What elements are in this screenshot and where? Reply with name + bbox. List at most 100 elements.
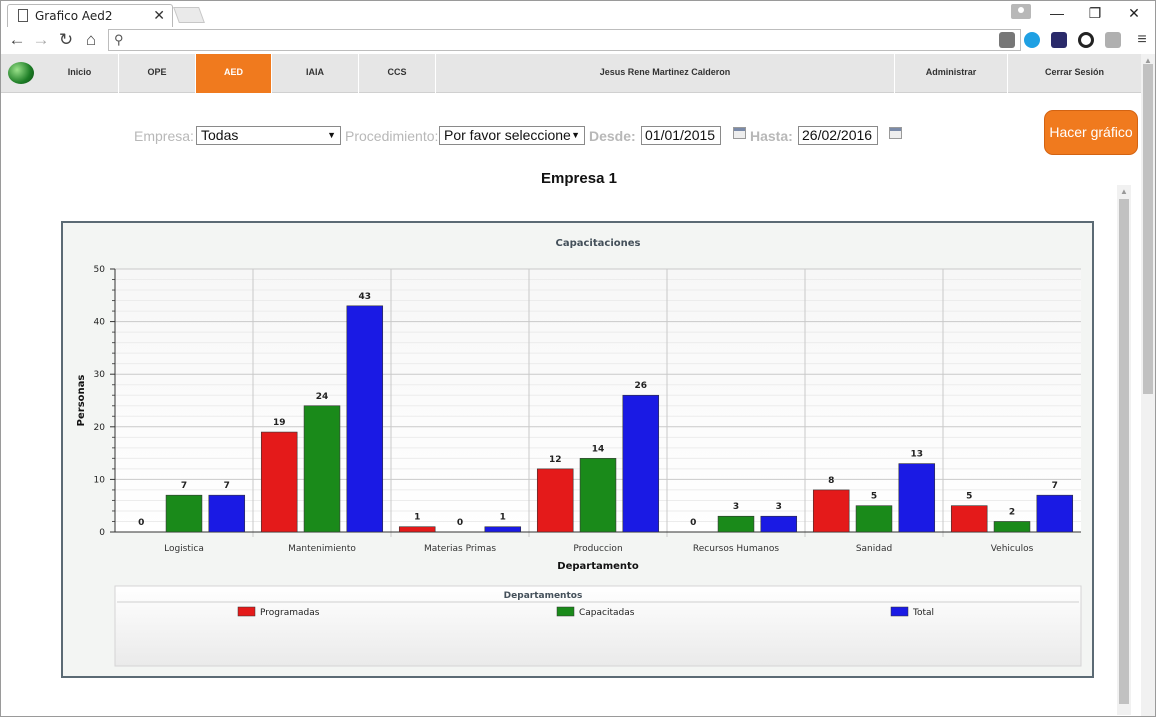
restore-button[interactable]: ❐ xyxy=(1088,5,1102,21)
data-label: 7 xyxy=(1052,481,1058,491)
y-tick-label: 0 xyxy=(99,528,105,538)
legend-swatch xyxy=(890,606,909,617)
bar-total xyxy=(898,463,936,533)
legend-swatch xyxy=(556,606,575,617)
nav-item-ope[interactable]: OPE xyxy=(119,54,196,93)
procedimiento-value: Por favor seleccione xyxy=(444,127,571,143)
data-label: 5 xyxy=(871,492,877,502)
data-label: 5 xyxy=(966,492,972,502)
chevron-down-icon: ▼ xyxy=(571,130,580,140)
company-title: Empresa 1 xyxy=(541,170,617,187)
sync-icon[interactable] xyxy=(1078,32,1094,48)
search-icon: ⚲ xyxy=(114,32,124,47)
x-axis-title: Departamento xyxy=(557,561,639,572)
chart-title: Capacitaciones xyxy=(556,238,641,249)
y-tick-label: 20 xyxy=(94,423,106,433)
home-button[interactable]: ⌂ xyxy=(85,30,97,49)
bar-total xyxy=(484,526,522,533)
menu-icon[interactable]: ≡ xyxy=(1137,31,1147,48)
bar-capacitadas xyxy=(993,521,1031,533)
legend-label: Programadas xyxy=(260,608,320,618)
bar-total xyxy=(760,515,798,533)
bar-capacitadas xyxy=(579,458,617,533)
x-tick-label: Logistica xyxy=(164,544,204,554)
hacer-grafico-button[interactable]: Hacer gráfico xyxy=(1044,110,1138,155)
data-label: 13 xyxy=(911,450,924,460)
browser-tab[interactable]: Grafico Aed2 ✕ xyxy=(7,4,173,27)
bar-total xyxy=(622,394,660,533)
extension-icon[interactable] xyxy=(1051,32,1067,48)
content-scrollbar[interactable]: ▲ xyxy=(1117,185,1131,715)
empresa-label: Empresa: xyxy=(134,128,194,144)
nav-item-inicio[interactable]: Inicio xyxy=(41,54,119,93)
logo-icon[interactable] xyxy=(8,62,34,84)
scrollbar-thumb[interactable] xyxy=(1119,199,1129,704)
data-label: 3 xyxy=(776,502,782,512)
nav-item-administrar[interactable]: Administrar xyxy=(895,54,1008,93)
close-window-button[interactable]: ✕ xyxy=(1128,5,1140,21)
back-button[interactable]: ← xyxy=(8,30,26,49)
nav-item-ccs[interactable]: CCS xyxy=(359,54,436,93)
data-label: 7 xyxy=(224,481,230,491)
bar-programadas xyxy=(536,468,574,533)
data-label: 26 xyxy=(635,381,648,391)
procedimiento-label: Procedimiento: xyxy=(345,128,439,144)
bar-capacitadas xyxy=(855,505,893,533)
nav-item-aed[interactable]: AED xyxy=(196,54,272,93)
data-label: 0 xyxy=(138,518,144,528)
extension-icon-2[interactable] xyxy=(1105,32,1121,48)
browser-toolbar: ← → ↻ ⌂ ⚲ ≡ xyxy=(1,27,1155,54)
skype-icon[interactable] xyxy=(1024,32,1040,48)
y-axis-title: Personas xyxy=(76,375,87,427)
minimize-button[interactable]: — xyxy=(1050,5,1064,21)
legend-label: Capacitadas xyxy=(579,608,635,618)
bar-total xyxy=(1036,494,1074,533)
x-tick-label: Produccion xyxy=(573,544,622,554)
x-tick-label: Materias Primas xyxy=(424,544,496,554)
y-tick-label: 50 xyxy=(94,265,106,275)
empresa-select[interactable]: Todas ▼ xyxy=(196,126,341,145)
data-label: 2 xyxy=(1009,507,1015,517)
tab-close-icon[interactable]: ✕ xyxy=(153,7,165,23)
nav-item-cerrar-sesion[interactable]: Cerrar Sesión xyxy=(1044,67,1105,77)
translate-icon[interactable] xyxy=(999,32,1015,48)
data-label: 24 xyxy=(316,392,329,402)
desde-input[interactable]: 01/01/2015 xyxy=(641,126,721,145)
title-bar: Grafico Aed2 ✕ — ❐ ✕ xyxy=(1,1,1155,27)
data-label: 43 xyxy=(359,292,372,302)
calendar-icon[interactable] xyxy=(889,127,902,139)
nav-item-iaia[interactable]: IAIA xyxy=(272,54,359,93)
data-label: 7 xyxy=(181,481,187,491)
data-label: 0 xyxy=(690,518,696,528)
new-tab-button[interactable] xyxy=(173,7,205,23)
legend-label: Total xyxy=(912,608,934,618)
x-tick-label: Sanidad xyxy=(856,544,892,554)
bar-programadas xyxy=(398,526,436,533)
bar-capacitadas xyxy=(717,515,755,533)
profile-icon[interactable] xyxy=(1011,4,1031,19)
y-tick-label: 10 xyxy=(94,475,106,485)
nav-user-name: Jesus Rene Martinez Calderon xyxy=(436,54,895,93)
legend-title: Departamentos xyxy=(504,591,583,601)
legend-box xyxy=(114,585,1082,667)
address-bar[interactable]: ⚲ xyxy=(108,29,1021,51)
data-label: 3 xyxy=(733,502,739,512)
bar-programadas xyxy=(812,489,850,533)
site-nav: Inicio OPE AED IAIA CCS Jesus Rene Marti… xyxy=(1,54,1141,93)
forward-button[interactable]: → xyxy=(32,30,50,49)
reload-button[interactable]: ↻ xyxy=(58,30,74,49)
scroll-up-icon[interactable]: ▲ xyxy=(1120,187,1128,196)
bar-capacitadas xyxy=(165,494,203,533)
scrollbar-thumb[interactable] xyxy=(1143,64,1153,394)
procedimiento-select[interactable]: Por favor seleccione ▼ xyxy=(439,126,585,145)
y-tick-label: 40 xyxy=(94,318,106,328)
calendar-icon[interactable] xyxy=(733,127,746,139)
data-label: 1 xyxy=(500,513,506,523)
scroll-up-icon[interactable]: ▲ xyxy=(1144,56,1152,65)
hasta-input[interactable]: 26/02/2016 xyxy=(798,126,878,145)
data-label: 8 xyxy=(828,476,834,486)
x-tick-label: Vehiculos xyxy=(991,544,1034,554)
page-scrollbar[interactable]: ▲ xyxy=(1141,54,1155,716)
